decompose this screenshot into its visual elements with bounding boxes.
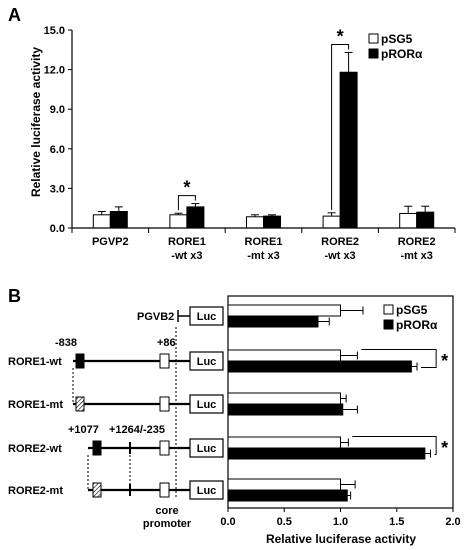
category-label: PGVP2 xyxy=(92,236,129,248)
bar-pRORα xyxy=(227,360,412,373)
legend-swatch-1 xyxy=(383,319,394,330)
luc-label: Luc xyxy=(197,399,217,411)
position-label: +86 xyxy=(157,337,176,349)
luc-label: Luc xyxy=(197,443,217,455)
significance-star: * xyxy=(337,26,344,46)
rore-element-mt xyxy=(75,396,85,412)
bar-pRORα xyxy=(227,447,426,460)
y-tick-label: 3.0 xyxy=(50,183,65,195)
category-label: RORE2 xyxy=(321,236,359,248)
construct-label: RORE1-mt xyxy=(8,399,63,411)
x-tick-label: 0.5 xyxy=(277,516,292,528)
x-tick-label: 2.0 xyxy=(445,516,460,528)
bar-pSG5 xyxy=(227,478,341,491)
significance-bracket xyxy=(331,43,350,210)
bar-pSG5 xyxy=(227,436,341,449)
bar-pRORα xyxy=(227,489,348,502)
legend-swatch-0 xyxy=(368,33,379,44)
luc-label: Luc xyxy=(197,485,217,497)
bar-pRORα xyxy=(263,215,281,229)
legend-swatch-0 xyxy=(383,304,394,315)
significance-star: * xyxy=(183,178,190,198)
bar-pSG5 xyxy=(227,392,341,405)
y-tick-label: 0.0 xyxy=(50,223,65,235)
category-label: RORE1 xyxy=(245,236,283,248)
construct-label: PGVB2 xyxy=(137,311,174,323)
panel-b-xlabel: Relative luciferase activity xyxy=(266,532,416,546)
significance-star: * xyxy=(441,351,448,371)
rore-element-wt xyxy=(75,353,85,369)
rore-element-wt xyxy=(92,440,102,456)
y-tick-label: 12.0 xyxy=(44,65,65,77)
bar-pRORα xyxy=(416,211,435,229)
bar-pSG5 xyxy=(227,349,341,362)
significance-bracket xyxy=(352,436,437,455)
category-label: RORE2 xyxy=(398,236,436,248)
bar-pSG5 xyxy=(92,214,111,229)
significance-bracket xyxy=(177,195,196,211)
category-label: -wt x3 xyxy=(325,250,356,262)
category-label: RORE1 xyxy=(168,236,206,248)
bar-pSG5 xyxy=(246,216,264,229)
bar-pSG5 xyxy=(169,214,188,229)
position-label: -838 xyxy=(55,337,77,349)
legend-label: pRORα xyxy=(396,318,438,332)
panel-a-label: A xyxy=(8,5,21,25)
legend-swatch-1 xyxy=(368,48,379,59)
legend-label: pRORα xyxy=(381,47,423,61)
bar-pRORα xyxy=(339,71,358,229)
rore-element-mt xyxy=(92,482,102,498)
x-tick-label: 0.0 xyxy=(220,516,235,528)
legend-label: pSG5 xyxy=(396,303,428,317)
x-tick-label: 1.5 xyxy=(389,516,404,528)
core-promoter-label: promoter xyxy=(143,518,192,530)
y-tick-label: 9.0 xyxy=(50,104,65,116)
construct-label: RORE2-mt xyxy=(8,485,63,497)
category-label: -mt x3 xyxy=(247,250,279,262)
core-promoter-box xyxy=(159,440,170,456)
x-tick-label: 1.0 xyxy=(333,516,348,528)
luc-label: Luc xyxy=(197,311,217,323)
bar-pSG5 xyxy=(227,304,341,317)
y-tick-label: 15.0 xyxy=(44,25,65,37)
luc-label: Luc xyxy=(197,356,217,368)
panel-b: B PGVB2 RORE1-wt RORE1-mt RORE2-wt RORE2-mt L… xyxy=(8,286,461,546)
bar-pSG5 xyxy=(399,212,418,229)
construct-label: RORE1-wt xyxy=(8,356,62,368)
y-tick-label: 6.0 xyxy=(50,144,65,156)
category-label: -wt x3 xyxy=(171,250,202,262)
core-promoter-box xyxy=(159,353,170,369)
panel-b-label: B xyxy=(8,286,21,306)
construct-label: RORE2-wt xyxy=(8,443,62,455)
panel-a-ylabel: Relative luciferase activity xyxy=(29,47,43,197)
panel-b-plot: 0.0 0.5 1.0 1.5 2.0 * * xyxy=(220,295,461,528)
bar-pRORα xyxy=(227,403,344,416)
position-label: +1077 xyxy=(68,424,99,436)
legend-label: pSG5 xyxy=(381,32,413,46)
position-label: +1264/-235 xyxy=(109,424,165,436)
panel-b-construct-diagram: PGVB2 RORE1-wt RORE1-mt RORE2-wt RORE2-mt Luc… xyxy=(8,306,224,530)
category-label: -mt x3 xyxy=(400,250,432,262)
bar-pSG5 xyxy=(322,215,341,229)
panel-a-plot: 0.0 3.0 6.0 9.0 12.0 15.0 PGVP2 RORE1 -wt x3 RORE… xyxy=(44,25,456,262)
bar-pRORα xyxy=(109,211,128,229)
significance-star: * xyxy=(441,438,448,458)
core-promoter-box xyxy=(159,396,170,412)
bar-pRORα xyxy=(186,206,205,229)
panel-a: A Relative luciferase activity 0.0 3.0 6.0… xyxy=(8,5,456,262)
core-promoter-label: core xyxy=(155,505,178,517)
bar-pRORα xyxy=(227,315,319,328)
significance-bracket xyxy=(361,349,437,368)
core-promoter-box xyxy=(159,482,170,498)
